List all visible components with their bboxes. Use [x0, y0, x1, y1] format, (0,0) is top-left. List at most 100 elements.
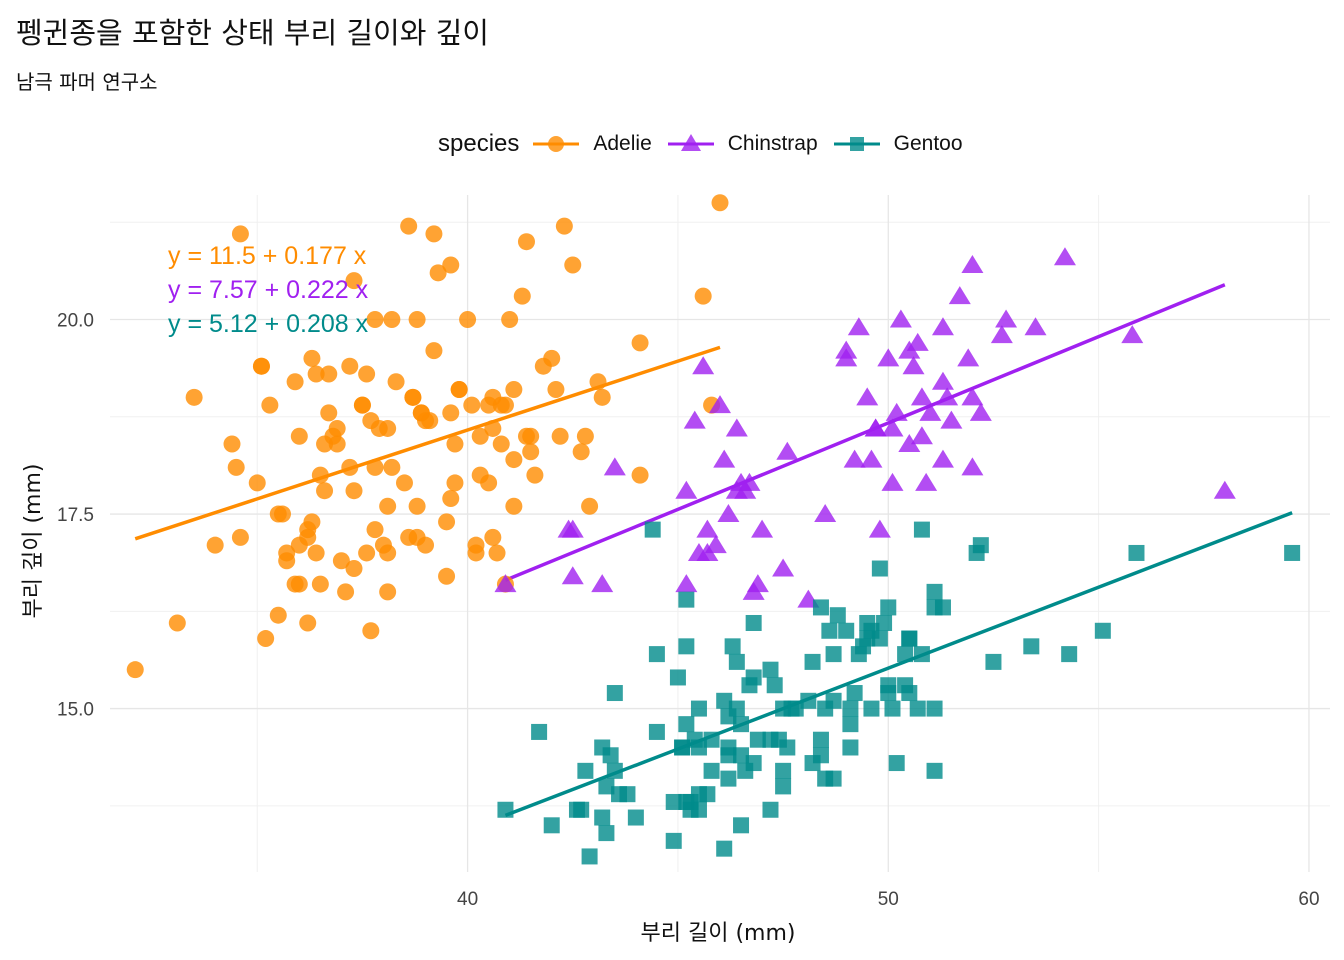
- data-point: [961, 457, 984, 476]
- data-point: [252, 357, 270, 375]
- data-point: [683, 410, 706, 429]
- data-point: [871, 630, 888, 647]
- data-point: [480, 474, 498, 492]
- data-point: [257, 630, 275, 648]
- data-point: [909, 700, 926, 717]
- data-point: [438, 513, 456, 531]
- data-point: [404, 388, 422, 406]
- data-point: [374, 536, 392, 554]
- data-point: [488, 544, 506, 562]
- data-point: [185, 388, 203, 406]
- series-gentoo: [497, 521, 1301, 865]
- x-axis-title: 부리 길이 (mm): [641, 921, 796, 946]
- data-point: [286, 575, 304, 593]
- x-tick-label: 50: [878, 889, 899, 910]
- data-point: [591, 574, 614, 593]
- data-point: [366, 311, 384, 329]
- data-point: [812, 731, 829, 748]
- data-point: [804, 653, 821, 670]
- data-point: [957, 348, 980, 367]
- data-point: [915, 472, 938, 491]
- data-point: [1024, 317, 1047, 336]
- data-point: [425, 225, 443, 243]
- data-point: [856, 387, 879, 406]
- y-tick-label: 15.0: [57, 700, 94, 721]
- data-point: [678, 638, 695, 655]
- data-point: [690, 801, 707, 818]
- data-point: [573, 801, 590, 818]
- data-point: [745, 614, 762, 631]
- data-point: [720, 739, 737, 756]
- data-point: [694, 287, 712, 305]
- data-point: [606, 685, 623, 702]
- data-point: [704, 535, 727, 554]
- legend-item-adelie: Adelie: [531, 129, 652, 159]
- data-point: [303, 513, 321, 531]
- chart-title: 펭귄종을 포함한 상태 부리 길이와 깊이: [16, 16, 489, 50]
- data-point: [644, 521, 661, 538]
- data-point: [417, 536, 435, 554]
- fit-line-adelie: [134, 345, 721, 541]
- data-point: [598, 778, 615, 795]
- data-point: [926, 700, 943, 717]
- data-point: [480, 396, 498, 414]
- data-point: [762, 801, 779, 818]
- data-point: [1023, 638, 1040, 655]
- data-point: [341, 458, 359, 476]
- data-point: [594, 809, 611, 826]
- series-adelie: [126, 194, 729, 679]
- data-point: [940, 410, 963, 429]
- data-point: [631, 466, 649, 484]
- data-point: [494, 574, 517, 593]
- legend-key-square-icon: [833, 137, 880, 151]
- data-point: [961, 387, 984, 406]
- data-point: [985, 653, 1002, 670]
- data-point: [446, 435, 464, 453]
- data-point: [417, 412, 435, 430]
- data-point: [775, 762, 792, 779]
- data-point: [581, 497, 599, 515]
- data-point: [522, 427, 540, 445]
- data-point: [692, 356, 715, 375]
- data-point: [690, 700, 707, 717]
- data-point: [842, 716, 859, 733]
- data-point: [379, 497, 397, 515]
- data-point: [910, 426, 933, 445]
- data-point: [316, 482, 334, 500]
- data-point: [603, 457, 626, 476]
- data-point: [835, 340, 858, 359]
- regression-equations: y = 11.5 + 0.177 x y = 7.57 + 0.222 x y = …: [168, 242, 369, 338]
- data-point: [408, 311, 426, 329]
- data-point: [716, 692, 733, 709]
- data-point: [871, 560, 888, 577]
- data-point: [829, 607, 846, 624]
- data-point: [383, 311, 401, 329]
- data-point: [589, 373, 607, 391]
- data-point: [665, 832, 682, 849]
- data-point: [728, 653, 745, 670]
- data-point: [1053, 247, 1076, 266]
- data-point: [561, 566, 584, 585]
- data-point: [776, 441, 799, 460]
- data-point: [168, 614, 186, 632]
- data-point: [505, 381, 523, 399]
- data-point: [678, 591, 695, 608]
- data-point: [269, 606, 287, 624]
- data-point: [278, 544, 296, 562]
- data-point: [248, 474, 266, 492]
- data-point: [299, 614, 317, 632]
- data-point: [627, 809, 644, 826]
- data-point: [669, 669, 686, 686]
- data-point: [868, 519, 891, 538]
- data-point: [843, 449, 866, 468]
- data-point: [724, 638, 741, 655]
- data-point: [513, 287, 531, 305]
- data-point: [812, 747, 829, 764]
- data-point: [897, 646, 914, 663]
- data-point: [341, 357, 359, 375]
- data-point: [320, 365, 338, 383]
- data-point: [881, 472, 904, 491]
- data-point: [261, 396, 279, 414]
- data-point: [328, 435, 346, 453]
- data-point: [709, 395, 731, 414]
